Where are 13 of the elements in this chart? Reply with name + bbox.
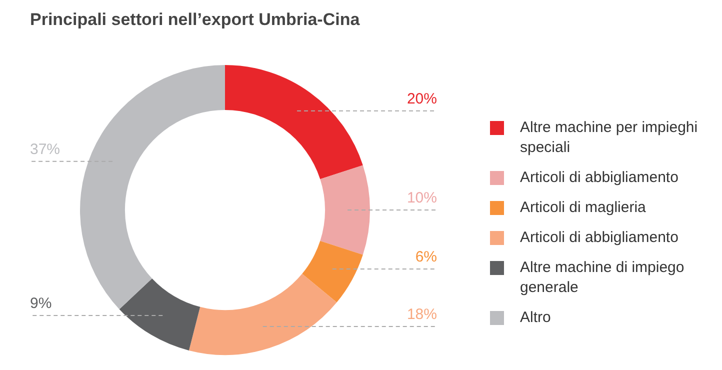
legend-label: Altre machine di impiego generale (520, 258, 686, 298)
data-label: 6% (415, 248, 437, 266)
legend-label: Altro (520, 308, 551, 328)
data-label: 18% (406, 306, 437, 324)
data-label: 37% (30, 140, 60, 158)
legend-label: Articoli di maglieria (520, 198, 646, 218)
legend-label: Articoli di abbigliamento (520, 168, 678, 188)
data-label: 20% (406, 90, 437, 108)
data-label: 10% (406, 190, 437, 207)
legend-label: Altre machine per impieghi speciali (520, 118, 699, 158)
legend-label: Articoli di abbigliamento (520, 228, 678, 248)
chart-title: Principali settori nell’export Umbria-Cina (30, 10, 360, 30)
data-label: 9% (30, 295, 52, 312)
